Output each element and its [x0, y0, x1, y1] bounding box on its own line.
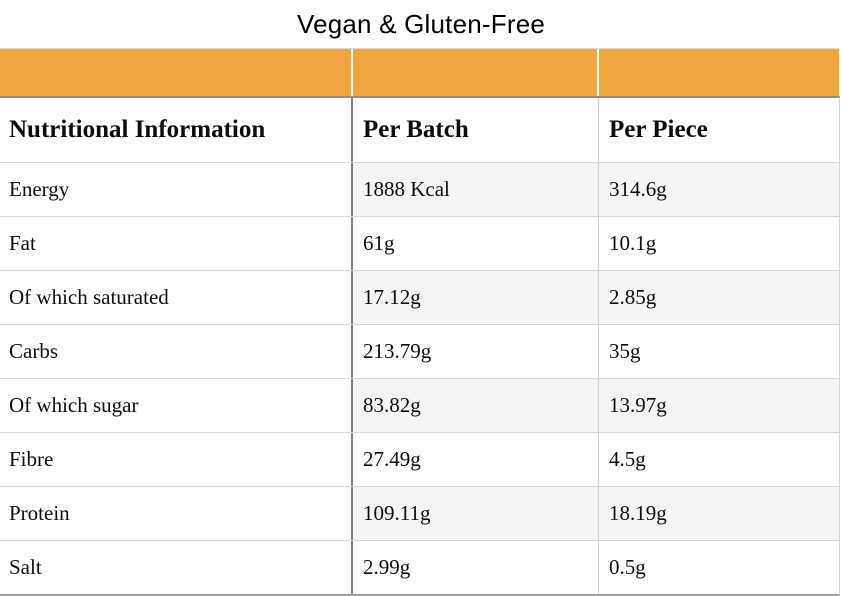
table-row: Carbs 213.79g 35g	[0, 325, 839, 379]
per-piece-cell: 13.97g	[599, 379, 839, 432]
table-row: Fibre 27.49g 4.5g	[0, 433, 839, 487]
per-batch-cell: 109.11g	[353, 487, 599, 540]
table-body: Energy 1888 Kcal 314.6g Fat 61g 10.1g Of…	[0, 163, 839, 594]
page-title: Vegan & Gluten-Free	[296, 8, 546, 39]
row-label-cell: Energy	[0, 163, 353, 216]
row-label-cell: Fat	[0, 217, 353, 270]
table-row: Fat 61g 10.1g	[0, 217, 839, 271]
table-row: Of which saturated 17.12g 2.85g	[0, 271, 839, 325]
per-piece-cell: 4.5g	[599, 433, 839, 486]
per-piece-cell: 314.6g	[599, 163, 839, 216]
per-batch-cell: 27.49g	[353, 433, 599, 486]
table-row: Salt 2.99g 0.5g	[0, 541, 839, 594]
row-label-cell: Of which saturated	[0, 271, 353, 324]
table-row: Of which sugar 83.82g 13.97g	[0, 379, 839, 433]
accent-band	[0, 48, 839, 96]
row-label-cell: Fibre	[0, 433, 353, 486]
row-label-cell: Of which sugar	[0, 379, 353, 432]
per-batch-cell: 61g	[353, 217, 599, 270]
table-row: Protein 109.11g 18.19g	[0, 487, 839, 541]
per-piece-cell: 18.19g	[599, 487, 839, 540]
per-batch-cell: 83.82g	[353, 379, 599, 432]
header-nutritional-information: Nutritional Information	[0, 98, 353, 162]
row-label-cell: Carbs	[0, 325, 353, 378]
per-batch-cell: 2.99g	[353, 541, 599, 594]
per-piece-cell: 0.5g	[599, 541, 839, 594]
per-batch-cell: 1888 Kcal	[353, 163, 599, 216]
nutrition-table: Nutritional Information Per Batch Per Pi…	[0, 96, 840, 596]
per-batch-cell: 17.12g	[353, 271, 599, 324]
row-label-cell: Salt	[0, 541, 353, 594]
per-piece-cell: 2.85g	[599, 271, 839, 324]
header-per-batch: Per Batch	[353, 98, 599, 162]
row-label-cell: Protein	[0, 487, 353, 540]
per-piece-cell: 10.1g	[599, 217, 839, 270]
header-per-piece: Per Piece	[599, 98, 839, 162]
per-batch-cell: 213.79g	[353, 325, 599, 378]
table-header-row: Nutritional Information Per Batch Per Pi…	[0, 98, 839, 163]
accent-band-segment-2	[353, 49, 597, 96]
per-piece-cell: 35g	[599, 325, 839, 378]
accent-band-segment-3	[599, 49, 839, 96]
accent-band-segment-1	[0, 49, 351, 96]
table-row: Energy 1888 Kcal 314.6g	[0, 163, 839, 217]
